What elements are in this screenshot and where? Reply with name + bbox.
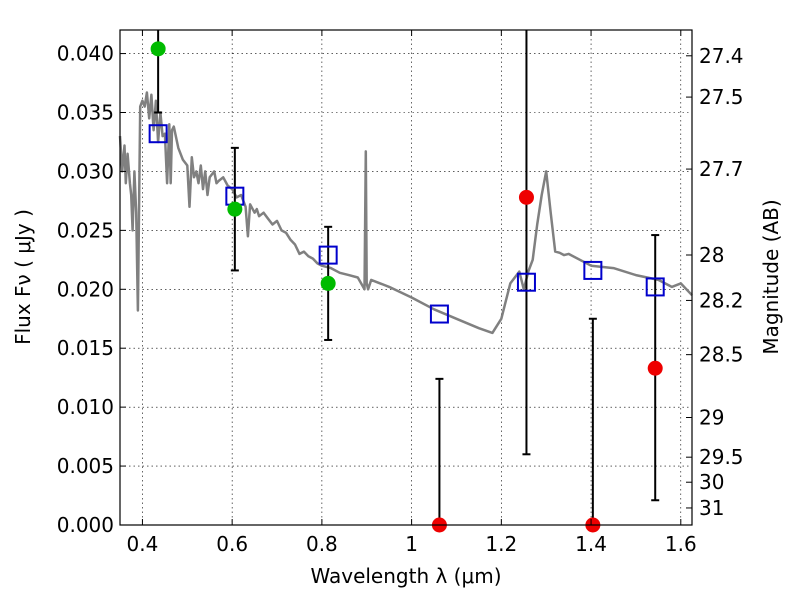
x-tick-label: 1 bbox=[405, 532, 418, 556]
y-tick-label: 0.035 bbox=[57, 101, 114, 125]
detection-point bbox=[227, 201, 243, 217]
mag-tick-label: 27.7 bbox=[699, 157, 744, 181]
axis-ticks: 0.4 0.6 0.8 1 1.2 1.4 1.6 0.000 0.005 0.010 0.015 0… bbox=[57, 30, 744, 556]
x-tick-label: 0.6 bbox=[216, 532, 248, 556]
detection-point bbox=[150, 41, 166, 57]
non-detection-point bbox=[518, 189, 534, 205]
mag-tick-label: 30 bbox=[699, 470, 724, 494]
y-tick-label: 0.015 bbox=[57, 336, 114, 360]
model-flux-square bbox=[318, 245, 338, 265]
grid-lines bbox=[120, 30, 692, 526]
y-tick-label: 0.040 bbox=[57, 42, 114, 66]
model-flux-square bbox=[516, 272, 536, 292]
y-axis-right-title: Magnitude (AB) bbox=[759, 199, 783, 354]
plot-frame bbox=[119, 29, 693, 526]
model-flux-square bbox=[645, 277, 665, 297]
non-detection-point bbox=[647, 360, 663, 376]
x-axis-title: Wavelength λ (μm) bbox=[310, 564, 501, 588]
spectrum-line bbox=[118, 91, 693, 335]
y-tick-label: 0.020 bbox=[57, 277, 114, 301]
mag-tick-label: 29 bbox=[699, 406, 724, 430]
mag-tick-label: 28.5 bbox=[699, 343, 744, 367]
plot-area bbox=[118, 30, 693, 533]
y-tick-label: 0.000 bbox=[57, 513, 114, 537]
y-tick-label: 0.025 bbox=[57, 218, 114, 242]
y-tick-label: 0.005 bbox=[57, 454, 114, 478]
mag-tick-label: 29.5 bbox=[699, 445, 744, 469]
x-tick-label: 1.2 bbox=[485, 532, 517, 556]
y-axis-title: Flux Fν ( μJy ) bbox=[11, 209, 35, 345]
mag-tick-label: 28.2 bbox=[699, 288, 744, 312]
x-tick-label: 1.6 bbox=[665, 532, 697, 556]
model-flux-square bbox=[583, 260, 603, 280]
y-tick-label: 0.010 bbox=[57, 395, 114, 419]
x-tick-label: 0.4 bbox=[127, 532, 159, 556]
mag-tick-label: 27.5 bbox=[699, 85, 744, 109]
mag-tick-label: 27.4 bbox=[699, 44, 744, 68]
detection-point bbox=[320, 275, 336, 291]
x-tick-label: 0.8 bbox=[306, 532, 338, 556]
y-tick-label: 0.030 bbox=[57, 159, 114, 183]
mag-tick-label: 28 bbox=[699, 243, 724, 267]
model-flux-square bbox=[429, 304, 449, 324]
mag-tick-label: 31 bbox=[699, 496, 724, 520]
model-flux-square bbox=[148, 124, 168, 144]
x-tick-label: 1.4 bbox=[575, 532, 607, 556]
